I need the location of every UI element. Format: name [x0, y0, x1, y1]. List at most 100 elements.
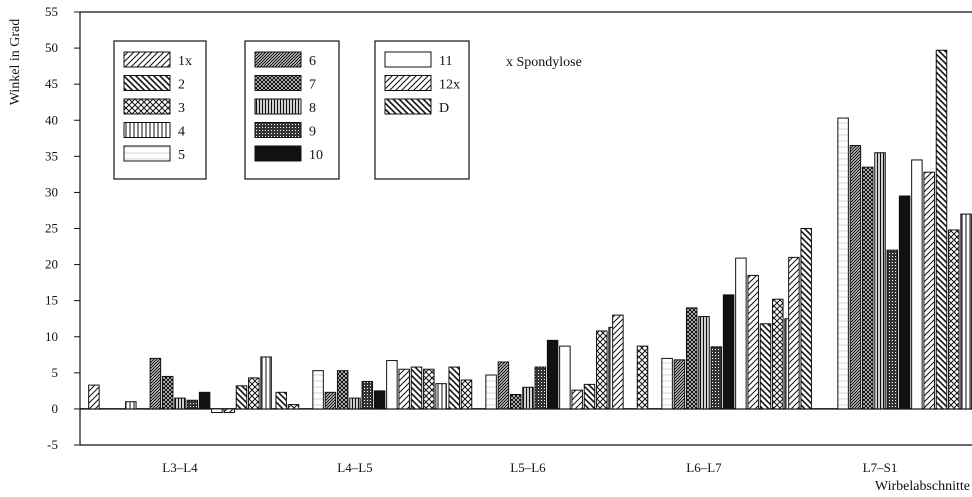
x-axis-title: Wirbelabschnitte	[875, 479, 970, 494]
y-axis-title: Winkel in Grad	[8, 19, 23, 106]
bar	[324, 391, 337, 410]
bar	[211, 408, 223, 414]
bar	[837, 117, 849, 410]
x-axis: L3–L4 L4–L5 L5–L6 L6–L7 L7–S1	[80, 408, 972, 475]
bar	[235, 385, 248, 410]
x-tick-label: L4–L5	[337, 460, 372, 475]
y-tick-label: 50	[45, 40, 58, 55]
y-tick-label: -5	[47, 437, 58, 452]
bar	[435, 383, 447, 410]
bar	[361, 380, 374, 410]
legend-swatch	[384, 98, 432, 115]
bar	[935, 49, 948, 410]
legend-swatch	[123, 122, 171, 138]
bar	[861, 166, 874, 410]
bar	[747, 274, 759, 410]
bar	[198, 391, 211, 410]
y-tick-label: 0	[52, 401, 59, 416]
bar	[373, 390, 386, 410]
legend-swatch	[254, 122, 302, 138]
legend-swatch	[384, 75, 432, 91]
legend-swatch	[384, 51, 432, 68]
legend-label: 2	[178, 78, 185, 93]
x-tick-label: L3–L4	[162, 460, 198, 475]
bar	[410, 366, 423, 410]
legend-label: D	[439, 101, 449, 116]
bar	[386, 360, 398, 410]
legend-swatch	[123, 75, 171, 91]
legend-swatch	[254, 51, 302, 68]
bar	[960, 213, 972, 410]
bar	[898, 195, 911, 410]
bar	[349, 397, 361, 410]
legend-label: 3	[178, 101, 185, 116]
bar	[923, 171, 935, 410]
bars	[88, 49, 972, 414]
bar	[559, 345, 571, 410]
bar	[673, 359, 686, 410]
bar	[275, 391, 287, 410]
bar	[260, 356, 272, 410]
bar	[800, 228, 812, 410]
bar	[710, 346, 723, 410]
bar	[788, 256, 800, 410]
y-tick-label: 15	[45, 293, 58, 308]
bar	[886, 249, 899, 410]
y-tick-label: 35	[45, 148, 58, 163]
bar	[448, 366, 460, 410]
bar	[911, 159, 923, 410]
legend-label: 8	[309, 101, 316, 116]
x-tick-label: L5–L6	[510, 460, 546, 475]
legend-label: 12x	[439, 78, 460, 93]
bar	[186, 399, 199, 410]
legend-swatch	[123, 51, 171, 68]
legend-label: 9	[309, 125, 316, 140]
legend-label: 1x	[178, 54, 192, 69]
y-tick-label: 30	[45, 184, 58, 199]
bar	[849, 145, 862, 410]
bar	[596, 330, 608, 410]
y-tick-label: 5	[52, 365, 59, 380]
bar	[661, 357, 673, 410]
bar	[698, 316, 710, 410]
bar	[571, 389, 583, 410]
bar	[287, 404, 300, 410]
bar	[125, 401, 137, 410]
legend-label: 5	[178, 148, 185, 163]
bar	[248, 377, 260, 410]
bar	[759, 323, 772, 410]
bar	[722, 294, 735, 410]
legend-swatch	[254, 98, 302, 115]
bar	[583, 383, 596, 410]
bar	[174, 397, 186, 410]
bar	[509, 393, 522, 410]
legend-swatch	[123, 145, 171, 162]
legend-label: 4	[178, 125, 185, 140]
legend-label: 11	[439, 54, 452, 69]
legend-swatch	[254, 145, 302, 162]
bar	[685, 307, 698, 410]
legend-swatch	[254, 75, 302, 91]
bar	[485, 374, 497, 410]
bar	[636, 345, 649, 410]
y-tick-label: 20	[45, 257, 58, 272]
bar	[423, 368, 435, 410]
legend-label: 6	[309, 54, 316, 69]
y-tick-label: 45	[45, 76, 58, 91]
bar	[398, 368, 410, 410]
bar	[336, 370, 349, 410]
y-axis: -5 0 5 10 15 20 25 30 35 40 45 50 55	[45, 4, 81, 452]
bar	[612, 314, 624, 410]
bar	[497, 361, 510, 410]
x-tick-label: L6–L7	[686, 460, 722, 475]
bar	[161, 375, 174, 410]
legend: 1x 2 3 4 5 6 7 8 9 10 11 12x D	[113, 40, 470, 180]
bar	[948, 229, 960, 410]
bar	[772, 298, 784, 410]
bar	[534, 366, 547, 410]
bar	[88, 384, 100, 410]
y-tick-label: 25	[45, 221, 58, 236]
bar	[874, 152, 886, 410]
bar	[312, 370, 324, 410]
